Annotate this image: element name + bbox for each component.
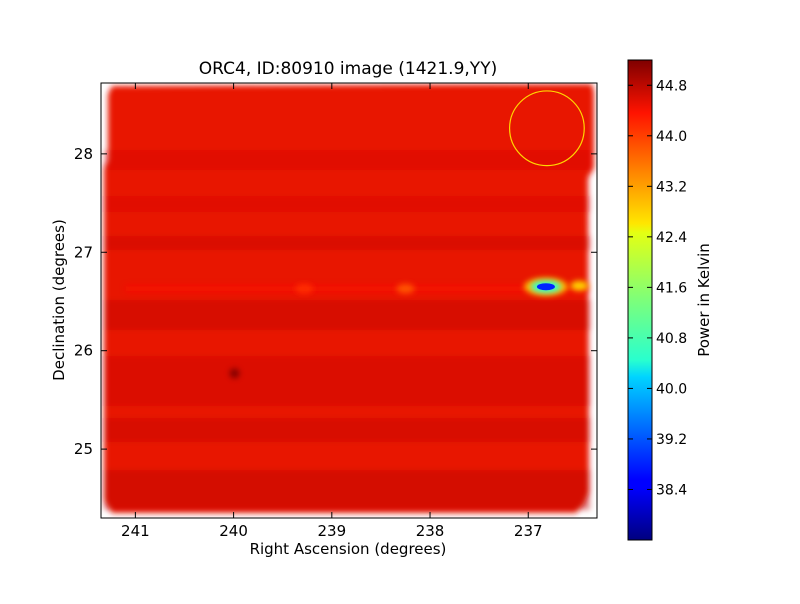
colorbar: 38.4 39.2 40.0 40.8 41.6 42.4 43.2 44.0 44.8 Pow…: [627, 59, 713, 541]
colorbar-label: Power in Kelvin: [695, 243, 713, 357]
x-tick-label: 238: [416, 522, 445, 540]
y-axis-label: Declination (degrees): [50, 219, 68, 381]
x-axis: 241 240 239 238 237: [121, 83, 543, 540]
x-tick-label: 237: [514, 522, 543, 540]
colorbar-tick-label: 40.8: [656, 331, 687, 347]
dark-band: [104, 470, 590, 510]
colorbar-tick-label: 39.2: [656, 432, 687, 448]
chart-title: ORC4, ID:80910 image (1421.9,YY): [199, 59, 497, 79]
feature-spot: [396, 283, 415, 294]
dark-band: [104, 236, 590, 250]
x-tick-label: 240: [219, 522, 248, 540]
colorbar-frame: [627, 59, 653, 541]
y-tick-label: 28: [74, 145, 93, 163]
heatmap-features: [125, 277, 589, 379]
dark-band: [104, 418, 590, 442]
colorbar-tick-label: 42.4: [656, 230, 687, 246]
heatmap-footprint: [104, 84, 594, 513]
colorbar-tick-label: 43.2: [656, 179, 687, 195]
plot-area: [101, 83, 597, 518]
colorbar-gradient: [628, 60, 652, 540]
dark-band: [104, 300, 590, 330]
y-tick-label: 26: [74, 342, 93, 360]
beam-circle-annotation: [508, 90, 585, 167]
colorbar-tick-label: 38.4: [656, 482, 687, 498]
colorbar-ticks: 38.4 39.2 40.0 40.8 41.6 42.4 43.2 44.0 44.8: [628, 78, 687, 498]
y-tick-label: 27: [74, 243, 93, 261]
y-axis: 25 26 27 28: [74, 145, 597, 458]
feature-spot: [295, 283, 314, 294]
x-tick-label: 241: [121, 522, 150, 540]
feature-spot: [536, 283, 555, 291]
colorbar-tick-label: 44.8: [656, 78, 687, 94]
colorbar-tick-label: 41.6: [656, 280, 687, 296]
dark-band: [104, 196, 590, 212]
feature-stripe: [125, 285, 588, 292]
x-axis-label: Right Ascension (degrees): [250, 540, 447, 558]
plot-frame: [100, 82, 598, 519]
colorbar-tick-label: 40.0: [656, 381, 687, 397]
x-tick-label: 239: [317, 522, 346, 540]
chart-annotations: [508, 90, 585, 167]
colorbar-tick-label: 44.0: [656, 129, 687, 145]
dark-band: [104, 356, 590, 406]
heatmap-image: [104, 84, 594, 513]
feature-spot: [229, 368, 240, 379]
dark-band: [104, 150, 590, 170]
feature-spot: [570, 280, 589, 291]
y-tick-label: 25: [74, 440, 93, 458]
